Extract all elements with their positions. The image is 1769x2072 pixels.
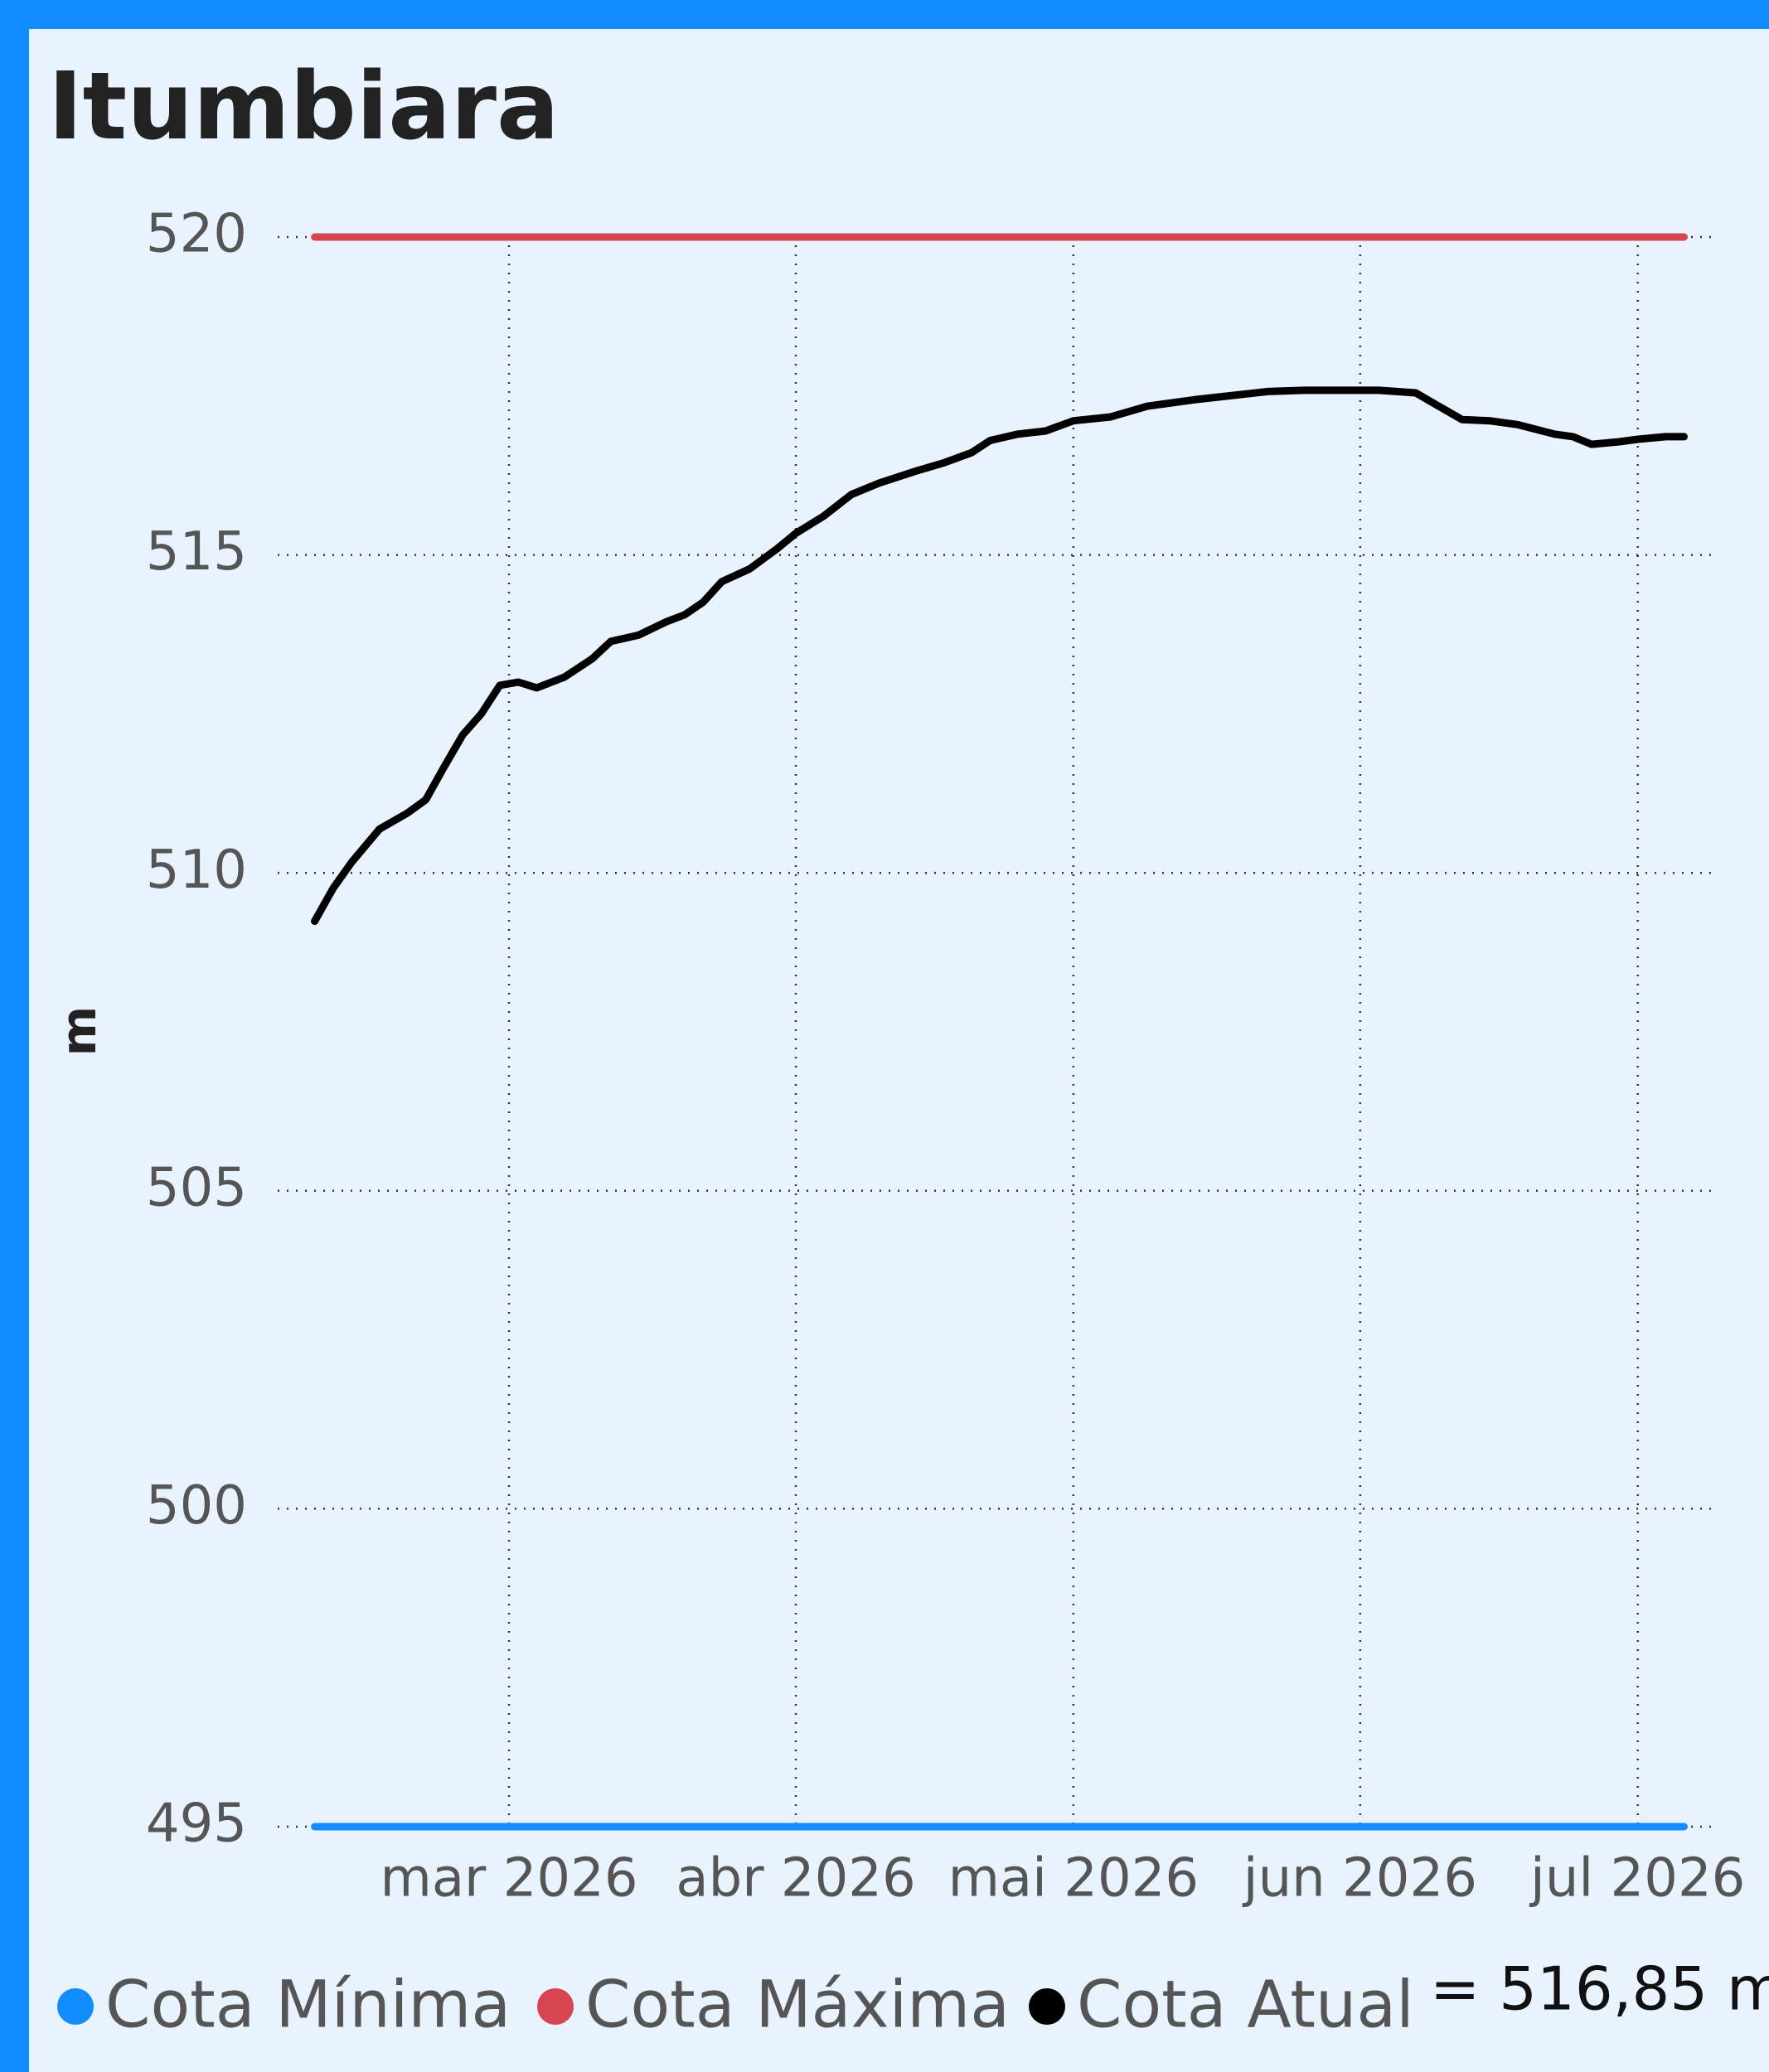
legend-label: Cota Mínima (105, 1968, 511, 2042)
x-tick-label: abr 2026 (676, 1848, 915, 1910)
annotation: = 516,85 m (1430, 1954, 1769, 2024)
y-tick-label: 520 (146, 204, 247, 265)
x-tick-label: jul 2026 (1529, 1848, 1745, 1910)
x-tick-label: mai 2026 (948, 1848, 1200, 1910)
legend-marker (57, 1988, 94, 2025)
y-tick-label: 515 (146, 521, 247, 583)
chart-title: Itumbiara (48, 53, 560, 161)
top-border (0, 0, 1769, 29)
left-border (0, 0, 29, 2072)
legend-label: Cota Máxima (585, 1968, 1010, 2042)
y-tick-label: 495 (146, 1794, 247, 1855)
x-tick-label: mar 2026 (380, 1848, 637, 1910)
y-axis-label: m (51, 1006, 107, 1056)
y-tick-label: 500 (146, 1475, 247, 1537)
series-line (311, 386, 1688, 925)
x-tick-label: jun 2026 (1242, 1848, 1477, 1910)
legend-marker (1029, 1988, 1065, 2025)
legend-label: Cota Atual (1077, 1968, 1414, 2042)
legend-marker (537, 1988, 574, 2025)
y-tick-label: 510 (146, 840, 247, 901)
y-tick-label: 505 (146, 1157, 247, 1218)
